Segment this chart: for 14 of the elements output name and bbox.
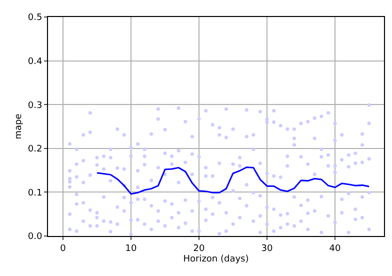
x-tick-label: 30 <box>261 244 274 254</box>
line-series <box>96 166 370 195</box>
x-tick-label: 10 <box>125 244 137 254</box>
y-tick-label: 0.3 <box>28 100 42 111</box>
y-tick-label: 0.4 <box>28 56 42 67</box>
x-tick-label: 0 <box>60 244 66 254</box>
x-tick-label: 20 <box>193 244 205 254</box>
y-tick-label: 0.0 <box>28 232 42 242</box>
y-axis-title: mape <box>14 113 24 140</box>
y-tick-label: 0.2 <box>28 144 42 155</box>
y-tick-label: 0.1 <box>28 188 42 198</box>
y-tick-label: 0.5 <box>28 13 42 24</box>
x-axis-title: Horizon (days) <box>183 254 249 265</box>
x-tick-label: 40 <box>329 244 342 254</box>
